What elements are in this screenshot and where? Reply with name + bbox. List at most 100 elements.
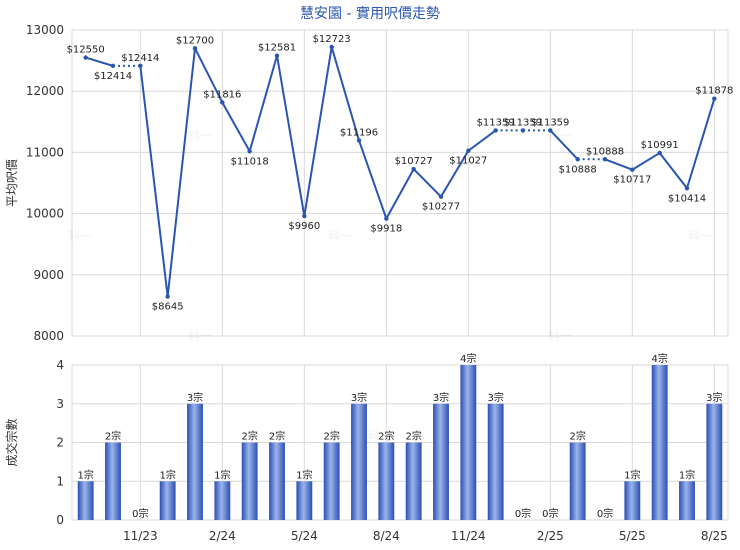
price-point [83,55,88,60]
price-point-label: $10888 [559,164,597,175]
x-tick-label: 2/24 [209,529,236,543]
price-point [466,148,471,153]
count-bar [405,442,422,520]
price-line-segment [658,152,688,189]
price-point-label: $11816 [203,89,241,100]
price-point-label: $11878 [695,86,733,97]
count-bar [105,442,121,520]
count-bar-label: 3宗 [351,391,367,404]
price-y-tick-label: 11000 [26,145,64,159]
count-bar-label: 4宗 [460,352,476,365]
count-bar [433,403,449,520]
count-bar [241,442,258,520]
watermark-text: 科一 [188,128,212,143]
count-bar [159,481,176,520]
price-line-segment [221,101,251,152]
price-line-segment [358,140,388,219]
price-point [384,216,389,221]
price-line-segment [549,129,579,160]
price-point-label: $12581 [258,43,296,54]
count-bar [269,442,285,520]
price-point-label: $11359 [504,117,542,128]
x-tick-label: 11/23 [123,529,158,543]
count-bar [651,365,668,520]
count-bar-label: 1宗 [159,468,175,481]
watermark-text: 科一 [548,328,572,343]
count-bar-label: 2宗 [105,430,121,443]
price-y-tick-label: 12000 [26,84,64,98]
price-point-label: $12550 [67,45,105,56]
price-line-segment [276,55,306,217]
count-bar-label: 0宗 [515,507,531,520]
x-tick-label: 8/24 [373,529,400,543]
price-point-label: $9918 [370,224,402,235]
price-point-label: $11018 [231,156,269,167]
price-point [520,128,526,133]
price-y-axis-label: 平均呎價 [5,159,19,207]
price-point [192,46,198,51]
price-point [630,167,635,172]
price-y-tick-label: 9000 [33,268,64,282]
count-bar-label: 3宗 [706,391,722,404]
price-line-segment [440,150,470,198]
count-bar-label: 0宗 [597,507,613,520]
x-tick-label: 2/25 [537,529,564,543]
price-line-segment [194,47,224,103]
price-point-label: $11359 [477,117,515,128]
price-point-label: $10717 [613,175,651,186]
price-line-segment [166,48,196,297]
count-bar-label: 0宗 [542,507,558,520]
count-bar-label: 2宗 [569,430,585,443]
count-bar-label: 2宗 [405,430,421,443]
price-line-segment [385,168,415,220]
price-point-label: $8645 [152,302,184,313]
price-line-segment [467,129,497,152]
price-line-segment [330,46,360,141]
count-y-tick-label: 1 [56,474,64,488]
price-point [329,44,334,50]
count-bar [187,403,203,520]
count-bar-label: 1宗 [624,468,640,481]
watermark-text: 科一 [188,328,212,343]
price-point [138,63,143,69]
count-bar-label: 2宗 [269,430,285,443]
count-bar [460,365,477,520]
price-point-label: $11027 [449,156,487,167]
count-bar-label: 4宗 [651,352,667,365]
count-bar [323,442,340,520]
count-bar-label: 1宗 [77,468,93,481]
x-tick-label: 5/24 [291,529,318,543]
price-point [356,138,362,143]
price-point [110,63,116,69]
price-point [302,213,307,219]
watermark-text: 科一 [68,228,92,243]
price-point-label: $10888 [586,146,624,157]
count-y-tick-label: 2 [56,436,64,450]
price-point-label: $10991 [641,140,679,151]
price-line-segment [248,55,278,152]
price-point [165,294,170,299]
count-bar [487,403,504,520]
count-bar-label: 1宗 [296,468,312,481]
count-bar-label: 2宗 [323,430,339,443]
price-point-label: $12700 [176,35,214,46]
watermark-text: 科一 [548,128,572,143]
count-bar-label: 0宗 [132,507,148,520]
price-point [657,150,662,156]
watermark-text: 科一 [328,228,352,243]
chart-title: 慧安園 - 實用呎價走勢 [300,5,440,22]
price-point [220,100,225,105]
count-bar [679,481,695,520]
price-point-label: $12414 [121,53,159,64]
price-point [247,149,252,154]
count-y-tick-label: 0 [56,513,64,527]
price-point [493,128,498,133]
price-point-label: $12723 [313,34,351,45]
count-bar-label: 3宗 [433,391,449,404]
price-point-label: $11196 [340,127,378,138]
price-point-label: $9960 [288,221,320,232]
count-bar-label: 2宗 [378,430,394,443]
count-bar-label: 2宗 [241,430,257,443]
price-point [274,53,280,58]
